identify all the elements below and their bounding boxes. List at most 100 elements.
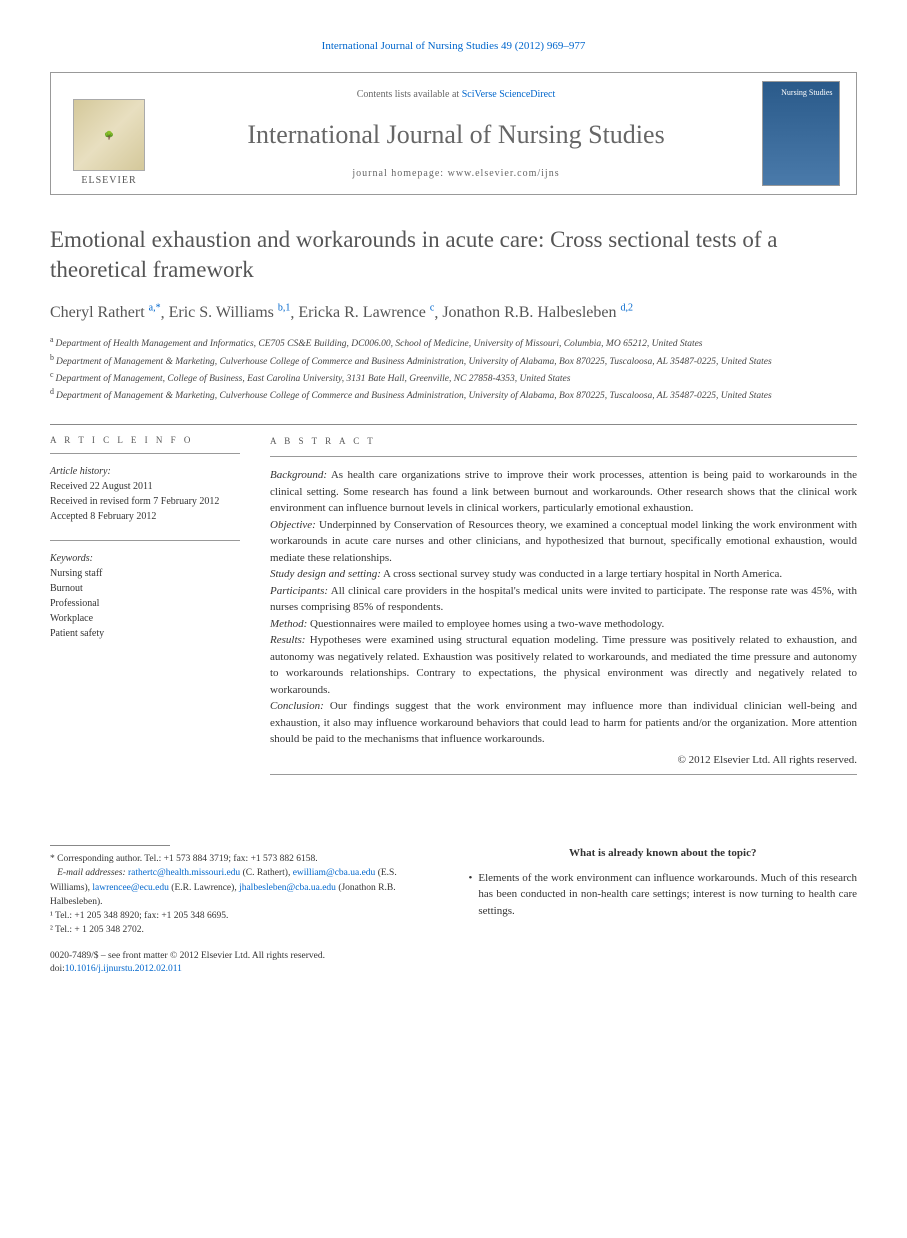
sciencedirect-link[interactable]: SciVerse ScienceDirect bbox=[462, 89, 556, 100]
affiliation: aDepartment of Health Management and Inf… bbox=[50, 334, 857, 351]
author-list: Cheryl Rathert a,*, Eric S. Williams b,1… bbox=[50, 303, 857, 322]
segment-text: Hypotheses were examined using structura… bbox=[270, 634, 857, 696]
divider bbox=[50, 540, 240, 541]
author-marks[interactable]: c bbox=[430, 303, 434, 314]
segment-text: Our findings suggest that the work envir… bbox=[270, 700, 857, 745]
segment-text: All clinical care providers in the hospi… bbox=[270, 585, 857, 614]
right-column: What is already known about the topic? •… bbox=[469, 845, 858, 976]
author-marks[interactable]: a,* bbox=[149, 303, 161, 314]
abstract-segment: Method: Questionnaires were mailed to em… bbox=[270, 616, 857, 633]
journal-homepage: journal homepage: www.elsevier.com/ijns bbox=[177, 168, 735, 179]
masthead-center: Contents lists available at SciVerse Sci… bbox=[167, 73, 745, 194]
journal-title: International Journal of Nursing Studies bbox=[177, 120, 735, 150]
author: Jonathon R.B. Halbesleben d,2 bbox=[442, 304, 633, 321]
article-info-label: A R T I C L E I N F O bbox=[50, 435, 240, 445]
abstract-segment: Background: As health care organizations… bbox=[270, 467, 857, 517]
affiliation-text: Department of Management, College of Bus… bbox=[56, 374, 571, 384]
email-who: (E.R. Lawrence) bbox=[171, 883, 234, 893]
bullet-icon: • bbox=[469, 870, 473, 920]
footnotes: * Corresponding author. Tel.: +1 573 884… bbox=[50, 852, 439, 938]
masthead: 🌳 ELSEVIER Contents lists available at S… bbox=[50, 72, 857, 195]
abstract: A B S T R A C T Background: As health ca… bbox=[270, 435, 857, 786]
email-addresses: E-mail addresses: rathertc@health.missou… bbox=[50, 866, 439, 909]
known-heading: What is already known about the topic? bbox=[469, 845, 858, 862]
front-matter-line: 0020-7489/$ – see front matter © 2012 El… bbox=[50, 950, 439, 963]
author-name: Jonathon R.B. Halbesleben bbox=[442, 304, 616, 321]
history-item: Received 22 August 2011 bbox=[50, 479, 240, 494]
abstract-segment: Study design and setting: A cross sectio… bbox=[270, 566, 857, 583]
affiliations: aDepartment of Health Management and Inf… bbox=[50, 334, 857, 404]
affiliation-text: Department of Health Management and Info… bbox=[56, 339, 703, 349]
contents-prefix: Contents lists available at bbox=[357, 89, 462, 100]
bullet-text: Elements of the work environment can inf… bbox=[478, 870, 857, 920]
segment-label: Background: bbox=[270, 469, 327, 481]
divider bbox=[50, 453, 240, 454]
segment-label: Study design and setting: bbox=[270, 568, 381, 580]
contents-available: Contents lists available at SciVerse Sci… bbox=[177, 89, 735, 100]
article-title: Emotional exhaustion and workarounds in … bbox=[50, 225, 857, 285]
doi-block: 0020-7489/$ – see front matter © 2012 El… bbox=[50, 950, 439, 977]
keyword: Nursing staff bbox=[50, 566, 240, 581]
segment-label: Objective: bbox=[270, 519, 316, 531]
abstract-label: A B S T R A C T bbox=[270, 435, 857, 449]
running-head: International Journal of Nursing Studies… bbox=[50, 40, 857, 52]
history-label: Article history: bbox=[50, 464, 240, 479]
author-name: Cheryl Rathert bbox=[50, 304, 145, 321]
cover-block: Nursing Studies bbox=[745, 73, 856, 194]
segment-text: Underpinned by Conservation of Resources… bbox=[270, 519, 857, 564]
author-name: Ericka R. Lawrence bbox=[298, 304, 425, 321]
author: Eric S. Williams b,1 bbox=[169, 304, 291, 321]
email-who: (C. Rathert) bbox=[243, 868, 288, 878]
doi-link[interactable]: 10.1016/j.ijnurstu.2012.02.011 bbox=[65, 964, 182, 974]
segment-label: Method: bbox=[270, 618, 307, 630]
affiliation-mark: a bbox=[50, 335, 54, 344]
keywords-label: Keywords: bbox=[50, 551, 240, 566]
segment-text: A cross sectional survey study was condu… bbox=[381, 568, 782, 580]
abstract-segment: Conclusion: Our findings suggest that th… bbox=[270, 698, 857, 748]
body-columns: * Corresponding author. Tel.: +1 573 884… bbox=[50, 845, 857, 976]
affiliation-text: Department of Management & Marketing, Cu… bbox=[56, 357, 772, 367]
publisher-name: ELSEVIER bbox=[81, 175, 136, 186]
author-marks[interactable]: b,1 bbox=[278, 303, 291, 314]
segment-label: Participants: bbox=[270, 585, 328, 597]
affiliation: dDepartment of Management & Marketing, C… bbox=[50, 386, 857, 403]
left-column: * Corresponding author. Tel.: +1 573 884… bbox=[50, 845, 439, 976]
homepage-prefix: journal homepage: bbox=[352, 168, 447, 179]
divider bbox=[270, 774, 857, 775]
abstract-segment: Participants: All clinical care provider… bbox=[270, 583, 857, 616]
email-link[interactable]: jhalbesleben@cba.ua.edu bbox=[239, 883, 336, 893]
keyword: Workplace bbox=[50, 611, 240, 626]
doi-prefix: doi: bbox=[50, 964, 65, 974]
affiliation: cDepartment of Management, College of Bu… bbox=[50, 369, 857, 386]
affiliation-mark: c bbox=[50, 370, 54, 379]
author-marks[interactable]: d,2 bbox=[621, 303, 634, 314]
known-bullet: • Elements of the work environment can i… bbox=[469, 870, 858, 920]
divider bbox=[270, 456, 857, 457]
segment-label: Conclusion: bbox=[270, 700, 324, 712]
footnote-tel: ² Tel.: + 1 205 348 2702. bbox=[50, 923, 439, 937]
footnote-tel: ¹ Tel.: +1 205 348 8920; fax: +1 205 348… bbox=[50, 909, 439, 923]
affiliation: bDepartment of Management & Marketing, C… bbox=[50, 352, 857, 369]
history-item: Accepted 8 February 2012 bbox=[50, 509, 240, 524]
elsevier-tree-icon: 🌳 bbox=[73, 99, 145, 171]
affiliation-text: Department of Management & Marketing, Cu… bbox=[56, 391, 772, 401]
email-link[interactable]: ewilliam@cba.ua.edu bbox=[293, 868, 376, 878]
segment-text: Questionnaires were mailed to employee h… bbox=[307, 618, 664, 630]
history-item: Received in revised form 7 February 2012 bbox=[50, 494, 240, 509]
keyword: Burnout bbox=[50, 581, 240, 596]
affiliation-mark: b bbox=[50, 353, 54, 362]
article-history: Article history: Received 22 August 2011… bbox=[50, 464, 240, 524]
abstract-copyright: © 2012 Elsevier Ltd. All rights reserved… bbox=[270, 752, 857, 769]
divider bbox=[50, 424, 857, 425]
email-link[interactable]: rathertc@health.missouri.edu bbox=[128, 868, 240, 878]
corresponding-author: * Corresponding author. Tel.: +1 573 884… bbox=[50, 852, 439, 866]
keyword: Professional bbox=[50, 596, 240, 611]
author-name: Eric S. Williams bbox=[169, 304, 274, 321]
email-link[interactable]: lawrencee@ecu.edu bbox=[92, 883, 169, 893]
homepage-url[interactable]: www.elsevier.com/ijns bbox=[448, 168, 560, 179]
affiliation-mark: d bbox=[50, 387, 54, 396]
doi-line: doi:10.1016/j.ijnurstu.2012.02.011 bbox=[50, 963, 439, 976]
segment-label: Results: bbox=[270, 634, 305, 646]
author: Cheryl Rathert a,* bbox=[50, 304, 161, 321]
keyword: Patient safety bbox=[50, 626, 240, 641]
